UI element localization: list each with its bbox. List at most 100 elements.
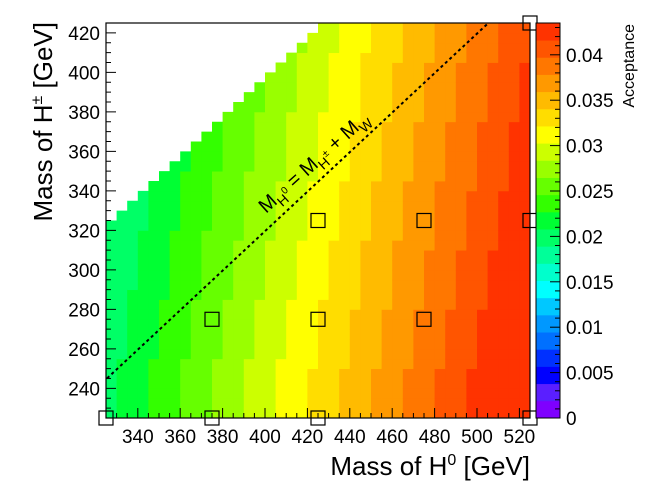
heatmap-cell: [402, 190, 414, 202]
heatmap-cell: [392, 230, 404, 241]
heatmap-cell: [180, 388, 192, 399]
heatmap-cell: [381, 32, 393, 44]
heatmap-cell: [318, 408, 329, 419]
heatmap-cell: [190, 319, 202, 330]
heatmap-cell: [508, 309, 520, 320]
heatmap-cell: [413, 260, 425, 271]
heatmap-cell: [371, 72, 382, 83]
heatmap-cell: [519, 82, 531, 93]
heatmap-cell: [371, 408, 382, 419]
heatmap-cell: [360, 309, 372, 320]
heatmap-cell: [106, 309, 117, 320]
heatmap-cell: [318, 299, 329, 310]
heatmap-cell: [519, 72, 531, 83]
heatmap-cell: [445, 181, 457, 192]
heatmap-cell: [222, 260, 234, 271]
heatmap-cell: [212, 240, 223, 251]
heatmap-cell: [349, 339, 361, 350]
heatmap-cell: [180, 151, 192, 162]
heatmap-cell: [233, 200, 245, 212]
z-tick-label: 0: [566, 409, 577, 430]
heatmap-cell: [190, 279, 202, 291]
heatmap-cell: [201, 161, 213, 172]
heatmap-cell: [201, 358, 213, 370]
heatmap-cell: [508, 240, 520, 251]
heatmap-cell: [307, 52, 319, 63]
heatmap-cell: [212, 339, 223, 350]
heatmap-cell: [222, 200, 234, 212]
heatmap-cell: [413, 121, 425, 133]
heatmap-cell: [328, 398, 340, 409]
heatmap-cell: [360, 62, 372, 73]
heatmap-cell: [328, 102, 340, 113]
heatmap-cell: [371, 23, 382, 34]
heatmap-cell: [201, 378, 213, 389]
heatmap-cell: [328, 220, 340, 231]
heatmap-cell: [169, 408, 181, 419]
heatmap-cell: [339, 102, 351, 113]
heatmap-cell: [275, 102, 287, 113]
heatmap-cell: [159, 378, 170, 389]
heatmap-cell: [434, 240, 446, 251]
heatmap-cell: [360, 388, 372, 399]
heatmap-cell: [159, 260, 170, 271]
heatmap-cell: [318, 111, 329, 123]
heatmap-cell: [455, 398, 467, 409]
heatmap-cell: [487, 42, 499, 54]
heatmap-cell: [434, 260, 446, 271]
heatmap-cell: [307, 319, 319, 330]
palette-band: [536, 297, 560, 316]
heatmap-cell: [233, 408, 245, 419]
heatmap-cell: [318, 319, 329, 330]
heatmap-cell: [466, 299, 478, 310]
heatmap-cell: [371, 92, 382, 103]
heatmap-cell: [159, 279, 170, 291]
heatmap-cell: [265, 408, 276, 419]
heatmap-cell: [445, 240, 457, 251]
heatmap-cell: [318, 161, 329, 172]
heatmap-cell: [455, 309, 467, 320]
heatmap-cell: [371, 210, 382, 221]
heatmap-cell: [519, 23, 531, 34]
heatmap-cell: [466, 388, 478, 399]
heatmap-cell: [371, 368, 382, 379]
heatmap-cell: [466, 200, 478, 212]
heatmap-cell: [424, 260, 435, 271]
z-tick-label: 0.025: [566, 182, 614, 203]
heatmap-cell: [116, 408, 128, 419]
heatmap-cell: [392, 269, 404, 281]
heatmap-cell: [477, 299, 488, 310]
heatmap-cell: [519, 131, 531, 142]
heatmap-cell: [466, 398, 478, 409]
x-tick-label: 500: [461, 427, 493, 448]
heatmap-cell: [254, 240, 266, 251]
heatmap-cell: [424, 171, 435, 182]
heatmap-cell: [487, 141, 499, 152]
heatmap-cell: [265, 319, 276, 330]
heatmap-cell: [275, 368, 287, 379]
heatmap-cell: [265, 210, 276, 221]
heatmap-cell: [318, 102, 329, 113]
heatmap-cell: [296, 398, 308, 409]
heatmap-cell: [413, 348, 425, 360]
heatmap-cell: [445, 398, 457, 409]
heatmap-cell: [381, 339, 393, 350]
heatmap-cell: [243, 92, 255, 103]
heatmap-cell: [318, 339, 329, 350]
heatmap-cell: [477, 378, 488, 389]
heatmap-cell: [233, 299, 245, 310]
heatmap-cell: [116, 210, 128, 221]
heatmap-cell: [466, 368, 478, 379]
heatmap-cell: [487, 378, 499, 389]
heatmap-cell: [349, 269, 361, 281]
heatmap-cell: [180, 358, 192, 370]
heatmap-cell: [169, 368, 181, 379]
heatmap-cell: [275, 260, 287, 271]
heatmap-cell: [424, 190, 435, 202]
heatmap-cell: [318, 329, 329, 340]
heatmap-cell: [339, 279, 351, 291]
heatmap-cell: [445, 210, 457, 221]
heatmap-cell: [413, 398, 425, 409]
heatmap-cell: [371, 339, 382, 350]
heatmap-cell: [127, 240, 139, 251]
